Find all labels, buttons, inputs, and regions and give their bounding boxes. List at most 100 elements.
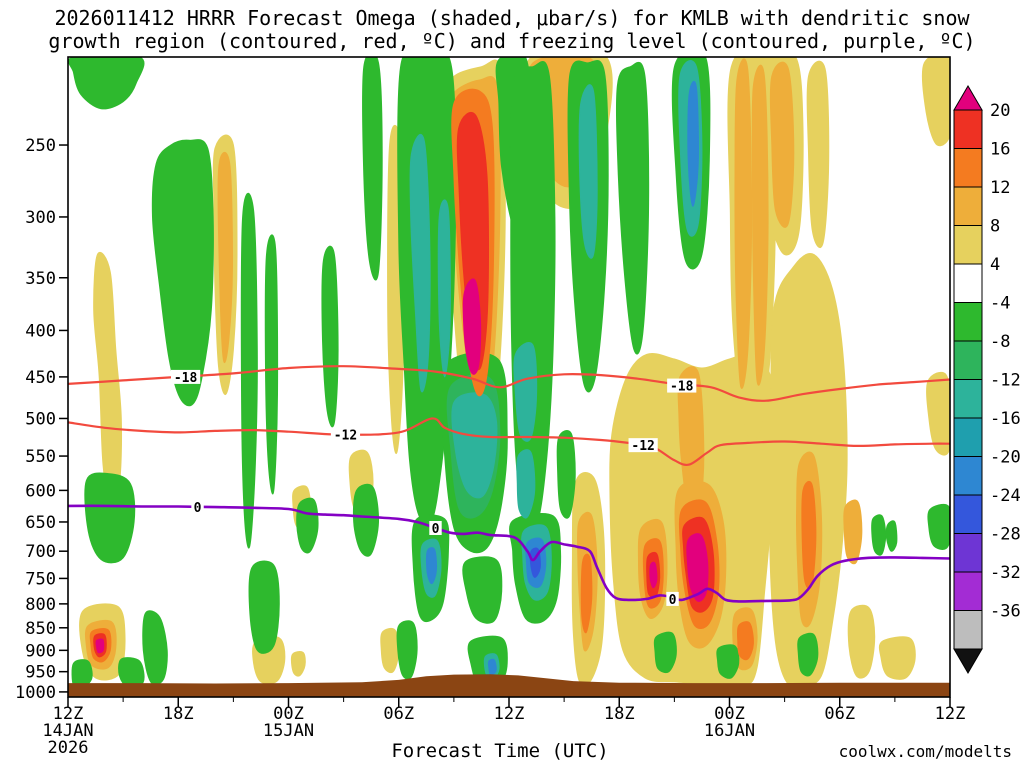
contour-labels: -18 -18 -12 -12 0 0 0 <box>171 369 697 608</box>
contour-label: 0 <box>669 593 677 608</box>
terrain-surface <box>68 674 950 697</box>
contour-label: -12 <box>631 439 654 454</box>
omega-region <box>843 499 863 565</box>
colorbar-tick-label: -12 <box>990 371 1021 391</box>
omega-region <box>921 57 950 147</box>
colorbar-tick-label: 20 <box>990 101 1010 121</box>
omega-region <box>95 638 105 654</box>
y-tick-label: 400 <box>25 321 56 341</box>
omega-region <box>437 199 451 378</box>
colorbar-band <box>953 456 983 496</box>
x-date-label: 2026 <box>48 738 89 758</box>
watermark: coolwx.com/modelts <box>839 742 1012 761</box>
colorbar-tick-label: -32 <box>990 563 1021 583</box>
contour-dendritic-growth-minus18C <box>68 365 950 402</box>
omega-region <box>885 520 898 552</box>
omega-region <box>456 111 490 371</box>
x-tick-label: 06Z <box>824 704 855 724</box>
contour-dendritic-growth-minus12C <box>68 417 950 467</box>
omega-region <box>321 245 339 428</box>
omega-region <box>217 151 234 364</box>
colorbar-tick-label: 16 <box>990 140 1010 160</box>
terrain-layer <box>68 674 950 697</box>
y-tick-label: 500 <box>25 409 56 429</box>
y-tick-label: 950 <box>25 663 56 683</box>
omega-region <box>871 514 887 556</box>
x-tick-label: 12Z <box>53 704 84 724</box>
omega-region <box>716 644 740 679</box>
colorbar-tick-label: 4 <box>990 255 1000 275</box>
contour-layer <box>68 365 950 603</box>
contour-label-bg <box>628 438 658 453</box>
colorbar-band <box>953 494 983 534</box>
colorbar-band <box>953 109 983 149</box>
y-tick-label: 250 <box>25 136 56 156</box>
colorbar-band <box>953 340 983 380</box>
contour-label-bg <box>667 378 697 393</box>
omega-region <box>462 556 503 624</box>
omega-region <box>462 278 482 375</box>
y-tick-label: 450 <box>25 368 56 388</box>
colorbar-arrow-bottom <box>953 648 983 674</box>
omega-region <box>409 134 431 393</box>
colorbar-band <box>953 263 983 303</box>
omega-region <box>686 533 709 602</box>
x-date-label: 16JAN <box>704 721 755 741</box>
omega-region <box>801 480 817 589</box>
omega-region <box>240 192 258 549</box>
omega-region <box>68 57 145 110</box>
omega-region <box>847 604 876 679</box>
omega-region <box>653 631 677 674</box>
colorbar-tick-label: 12 <box>990 178 1010 198</box>
x-date-label: 15JAN <box>263 721 314 741</box>
colorbar-tick-label: -20 <box>990 448 1021 468</box>
colorbar-band <box>953 379 983 419</box>
y-tick-label: 650 <box>25 513 56 533</box>
omega-region <box>806 60 830 248</box>
colorbar: 20 16 12 8 4 -4 -8 -12 -16 -20 -24 -28 -32 -36 <box>953 85 1021 674</box>
colorbar-band <box>953 148 983 188</box>
chart-title-line2: growth region (contoured, red, ºC) and f… <box>48 29 975 53</box>
contour-label: 0 <box>194 501 202 516</box>
omega-region <box>687 80 699 207</box>
omega-region <box>296 497 319 554</box>
colorbar-band <box>953 533 983 573</box>
omega-region <box>352 483 380 557</box>
colorbar-band <box>953 571 983 611</box>
x-tick-label: 18Z <box>604 704 635 724</box>
omega-region <box>580 553 593 634</box>
omega-region <box>362 57 383 281</box>
contour-label: -12 <box>334 429 357 444</box>
y-tick-label: 550 <box>25 447 56 467</box>
omega-region <box>736 621 754 661</box>
colorbar-tick-label: -8 <box>990 332 1010 352</box>
colorbar-tick-label: -28 <box>990 525 1021 545</box>
omega-region <box>380 627 400 674</box>
y-tick-label: 1000 <box>15 683 56 703</box>
omega-region <box>516 449 536 519</box>
contour-freezing-level-0C <box>68 504 950 603</box>
colorbar-band <box>953 417 983 457</box>
contour-label-bg <box>330 427 361 442</box>
y-tick-label: 800 <box>25 595 56 615</box>
colorbar-tick-label: 8 <box>990 217 1000 237</box>
omega-region <box>151 139 214 407</box>
omega-region <box>487 658 497 676</box>
colorbar-band <box>953 225 983 265</box>
omega-region <box>84 472 136 564</box>
contour-label: 0 <box>432 522 440 537</box>
omega-region <box>878 636 916 680</box>
contour-label: -18 <box>670 380 694 395</box>
omega-region <box>396 620 418 680</box>
y-tick-label: 300 <box>25 208 56 228</box>
omega-region <box>797 632 819 677</box>
omega-region <box>578 84 598 259</box>
y-tick-label: 700 <box>25 542 56 562</box>
omega-region <box>769 61 795 228</box>
x-date-label: 14JAN <box>42 721 93 741</box>
colorbar-tick-label: -36 <box>990 602 1021 622</box>
y-tick-label: 850 <box>25 619 56 639</box>
colorbar-arrow-top <box>953 85 983 111</box>
axes: 2503003504004505005506006507007508008509… <box>15 136 965 758</box>
